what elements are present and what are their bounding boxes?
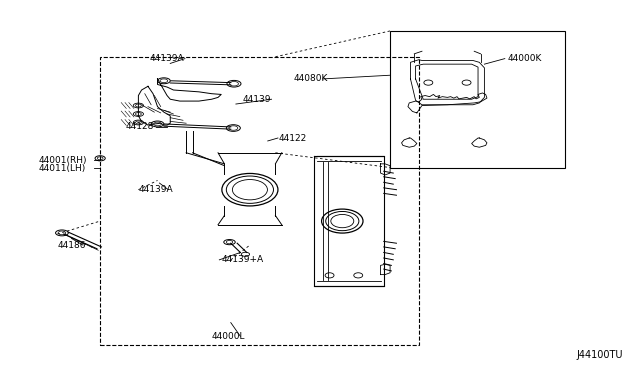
Text: 44139A: 44139A <box>149 54 184 63</box>
Text: 44001(RH): 44001(RH) <box>38 155 87 165</box>
Text: 44000K: 44000K <box>508 54 542 63</box>
Bar <box>100 57 419 345</box>
Text: 44011(LH): 44011(LH) <box>38 164 86 173</box>
Text: J44100TU: J44100TU <box>576 350 623 359</box>
Text: 44128: 44128 <box>125 122 154 131</box>
Text: 44139+A: 44139+A <box>221 255 263 264</box>
Bar <box>390 31 565 167</box>
Text: 44139A: 44139A <box>138 185 173 194</box>
Text: 44080K: 44080K <box>293 74 328 83</box>
Text: 44139: 44139 <box>243 95 271 104</box>
Text: 44000L: 44000L <box>212 332 245 341</box>
Text: 44186: 44186 <box>58 241 86 250</box>
Text: 44122: 44122 <box>278 134 307 142</box>
